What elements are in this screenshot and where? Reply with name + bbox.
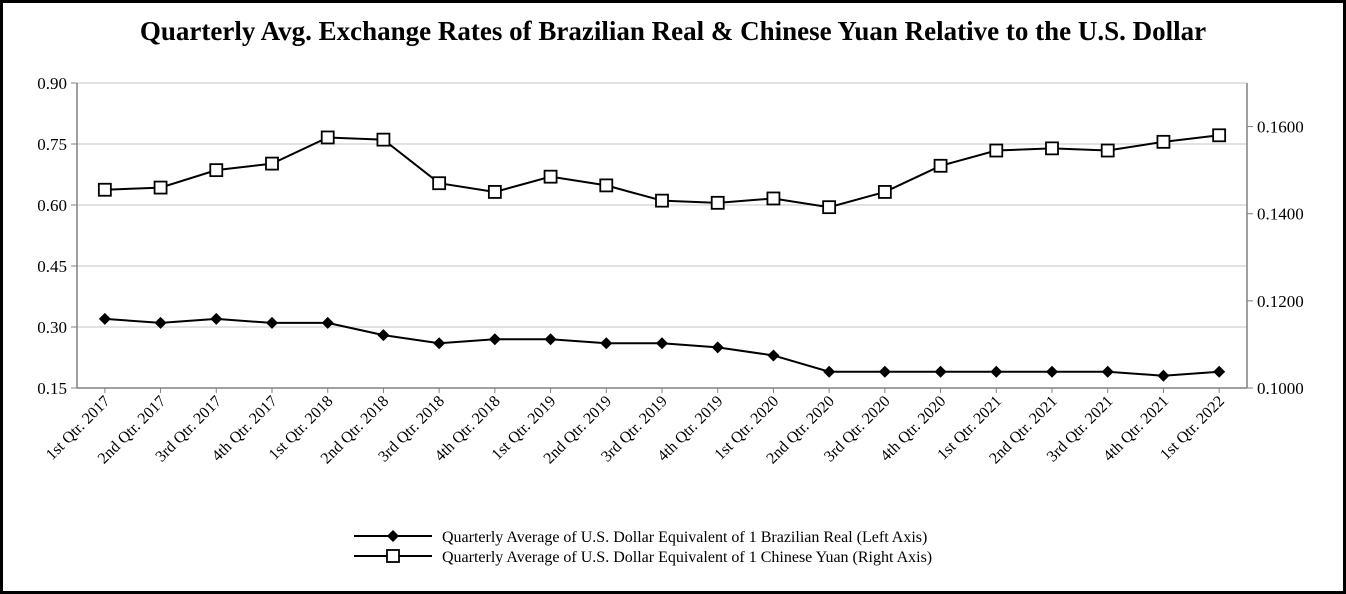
- legend: Quarterly Average of U.S. Dollar Equival…: [354, 529, 932, 566]
- right-tick-label: 0.1200: [1257, 292, 1304, 311]
- left-tick-label: 0.60: [37, 196, 67, 215]
- legend-chinese-yuan-label: Quarterly Average of U.S. Dollar Equival…: [442, 549, 932, 566]
- legend-brazilian-real-marker: [387, 530, 399, 542]
- left-tick-label: 0.30: [37, 318, 67, 337]
- brazilian-real-point: [377, 329, 390, 342]
- series: [97, 128, 1227, 382]
- brazilian-real-point: [990, 365, 1003, 378]
- chart-title: Quarterly Avg. Exchange Rates of Brazili…: [139, 16, 1207, 46]
- chinese-yuan-point: [655, 193, 669, 208]
- brazilian-real-point: [767, 349, 780, 362]
- legend-brazilian-real-label: Quarterly Average of U.S. Dollar Equival…: [442, 529, 927, 546]
- brazilian-real-point: [544, 333, 557, 346]
- brazilian-real-point: [600, 337, 613, 350]
- brazilian-real-point: [1101, 365, 1114, 378]
- brazilian-real-point: [1046, 365, 1058, 378]
- chinese-yuan-point: [432, 176, 447, 191]
- brazilian-real-point: [210, 312, 223, 325]
- brazilian-real-point: [266, 316, 278, 329]
- chinese-yuan-point: [209, 163, 224, 178]
- brazilian-real-point: [433, 337, 446, 350]
- left-tick-label: 0.90: [37, 74, 67, 93]
- right-tick-label: 0.1400: [1257, 205, 1304, 224]
- brazilian-real-point: [488, 333, 501, 346]
- chinese-yuan-point: [710, 195, 725, 210]
- chinese-yuan-point: [487, 185, 502, 199]
- chinese-yuan-point: [877, 185, 892, 199]
- right-tick-label: 0.1600: [1257, 118, 1304, 137]
- chinese-yuan-point: [1156, 134, 1171, 149]
- chinese-yuan-point: [599, 178, 614, 193]
- chinese-yuan-point: [1045, 141, 1059, 156]
- chinese-yuan-point: [933, 158, 948, 173]
- brazilian-real-point: [934, 365, 947, 378]
- brazilian-real-point: [823, 365, 836, 378]
- brazilian-real-point: [98, 312, 111, 325]
- chinese-yuan-point: [153, 180, 168, 195]
- chinese-yuan-point: [376, 132, 391, 147]
- chinese-yuan-point: [1100, 143, 1115, 158]
- legend-chinese-yuan-marker: [386, 549, 400, 563]
- chinese-yuan-point: [989, 143, 1004, 158]
- brazilian-real-point: [1157, 369, 1170, 382]
- brazilian-real-point: [656, 337, 668, 350]
- chinese-yuan-point: [320, 130, 335, 145]
- left-tick-label: 0.15: [37, 379, 67, 398]
- chinese-yuan-point: [97, 182, 112, 197]
- chinese-yuan-point: [543, 169, 558, 184]
- chinese-yuan-point: [822, 200, 837, 215]
- chinese-yuan-point: [265, 156, 279, 171]
- axes: 0.15 0.30 0.45 0.60 0.75 0.90 0.1000 0.1200 0.14…: [37, 74, 1304, 467]
- left-tick-label: 0.45: [37, 257, 67, 276]
- chinese-yuan-point: [766, 191, 781, 206]
- brazilian-real-point: [878, 365, 891, 378]
- brazilian-real-point: [1213, 365, 1226, 378]
- brazilian-real-point: [321, 316, 334, 329]
- right-tick-label: 0.1000: [1257, 379, 1304, 398]
- brazilian-real-point: [154, 316, 167, 329]
- brazilian-real-point: [711, 341, 724, 354]
- left-tick-label: 0.75: [37, 135, 67, 154]
- chinese-yuan-point: [1212, 128, 1227, 143]
